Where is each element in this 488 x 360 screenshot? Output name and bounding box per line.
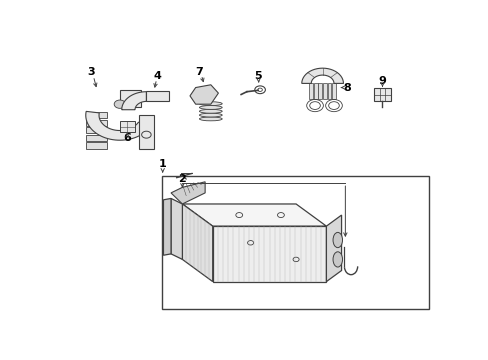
- Polygon shape: [85, 111, 150, 140]
- Bar: [85, 112, 106, 118]
- Polygon shape: [326, 215, 341, 282]
- Ellipse shape: [332, 233, 342, 248]
- Text: 2: 2: [178, 174, 186, 184]
- Bar: [327, 84, 331, 99]
- Bar: [85, 135, 106, 141]
- Bar: [139, 115, 154, 149]
- Bar: [161, 176, 428, 309]
- Polygon shape: [171, 198, 182, 260]
- Text: 7: 7: [195, 67, 203, 77]
- Ellipse shape: [199, 113, 222, 117]
- Text: 1: 1: [159, 159, 166, 169]
- Text: 9: 9: [378, 76, 386, 86]
- Bar: [120, 121, 135, 132]
- Bar: [331, 84, 335, 99]
- Polygon shape: [122, 92, 146, 110]
- Text: 5: 5: [254, 72, 262, 81]
- Bar: [85, 127, 106, 133]
- Ellipse shape: [199, 109, 222, 113]
- Ellipse shape: [199, 102, 222, 105]
- Bar: [146, 91, 169, 102]
- Text: 8: 8: [343, 82, 350, 93]
- Ellipse shape: [199, 117, 222, 121]
- Polygon shape: [182, 204, 326, 226]
- Polygon shape: [163, 198, 171, 255]
- Bar: [309, 84, 312, 99]
- Bar: [120, 90, 141, 107]
- Polygon shape: [189, 85, 218, 104]
- Ellipse shape: [199, 105, 222, 109]
- Text: 4: 4: [154, 72, 162, 81]
- Bar: [85, 120, 106, 126]
- Polygon shape: [301, 68, 343, 84]
- Ellipse shape: [332, 252, 342, 267]
- Polygon shape: [171, 182, 205, 204]
- Text: 6: 6: [123, 133, 131, 143]
- Bar: [85, 143, 106, 149]
- Bar: [373, 87, 390, 102]
- Circle shape: [114, 100, 125, 108]
- Polygon shape: [212, 226, 326, 282]
- Bar: [313, 84, 317, 99]
- Bar: [318, 84, 322, 99]
- Bar: [323, 84, 326, 99]
- Polygon shape: [182, 204, 212, 282]
- Text: 3: 3: [87, 67, 95, 77]
